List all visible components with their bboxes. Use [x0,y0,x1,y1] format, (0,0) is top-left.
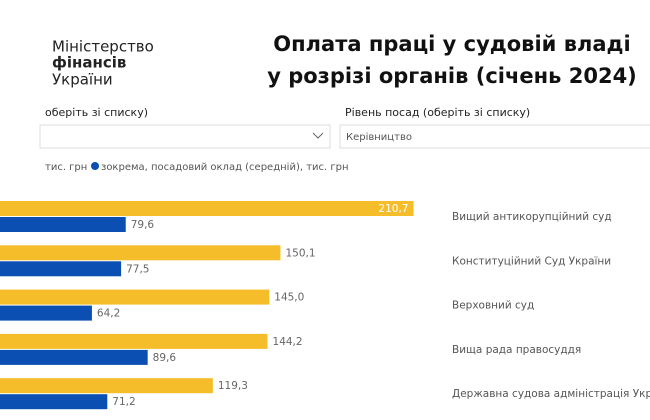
dropdown[interactable] [39,124,331,149]
logo-line: Міністерство [52,38,154,56]
legend-label: тис. грн [45,162,87,173]
title: Оплата праці у судовій владі [273,32,630,56]
bar [0,217,126,232]
dropdown-value: Керівництво [346,131,412,143]
dropdown[interactable] [339,124,650,149]
value-label: 150,1 [285,247,315,259]
chevron [312,132,324,139]
logo-line: фінансів [52,54,126,72]
value-label: 144,2 [273,336,303,348]
legend-dot [91,162,99,170]
bar [0,289,270,305]
filter-label: оберіть зі списку) [45,106,148,119]
value-label: 119,3 [218,380,248,392]
value-label: 145,0 [274,292,304,304]
bar [0,245,281,261]
category-label: Конституційний Суд України [452,255,611,267]
legend-label: зокрема, посадовий оклад (середній), тис… [101,161,349,173]
category-label: Вищий антикорупційний суд [452,211,612,223]
value-label: 77,5 [126,263,149,275]
bar [0,394,108,410]
filter-label: Рівень посад (оберіть зі списку) [345,106,530,119]
value-label: 79,6 [131,219,155,231]
bar [0,261,122,277]
value-label: 64,2 [97,308,120,320]
bar [0,378,213,394]
category-label: Державна судова адміністрація України [452,388,650,400]
logo-line: України [52,71,113,89]
value-label: 89,6 [153,352,177,364]
category-label: Верховний суд [452,300,534,312]
title: у розрізі органів (січень 2024) [267,64,637,88]
value-label: 210,7 [378,203,408,215]
bar [0,349,148,365]
bar [0,201,414,216]
bar [0,305,92,321]
value-label: 71,2 [112,396,135,408]
bar [0,333,268,349]
category-label: Вища рада правосуддя [452,344,581,356]
